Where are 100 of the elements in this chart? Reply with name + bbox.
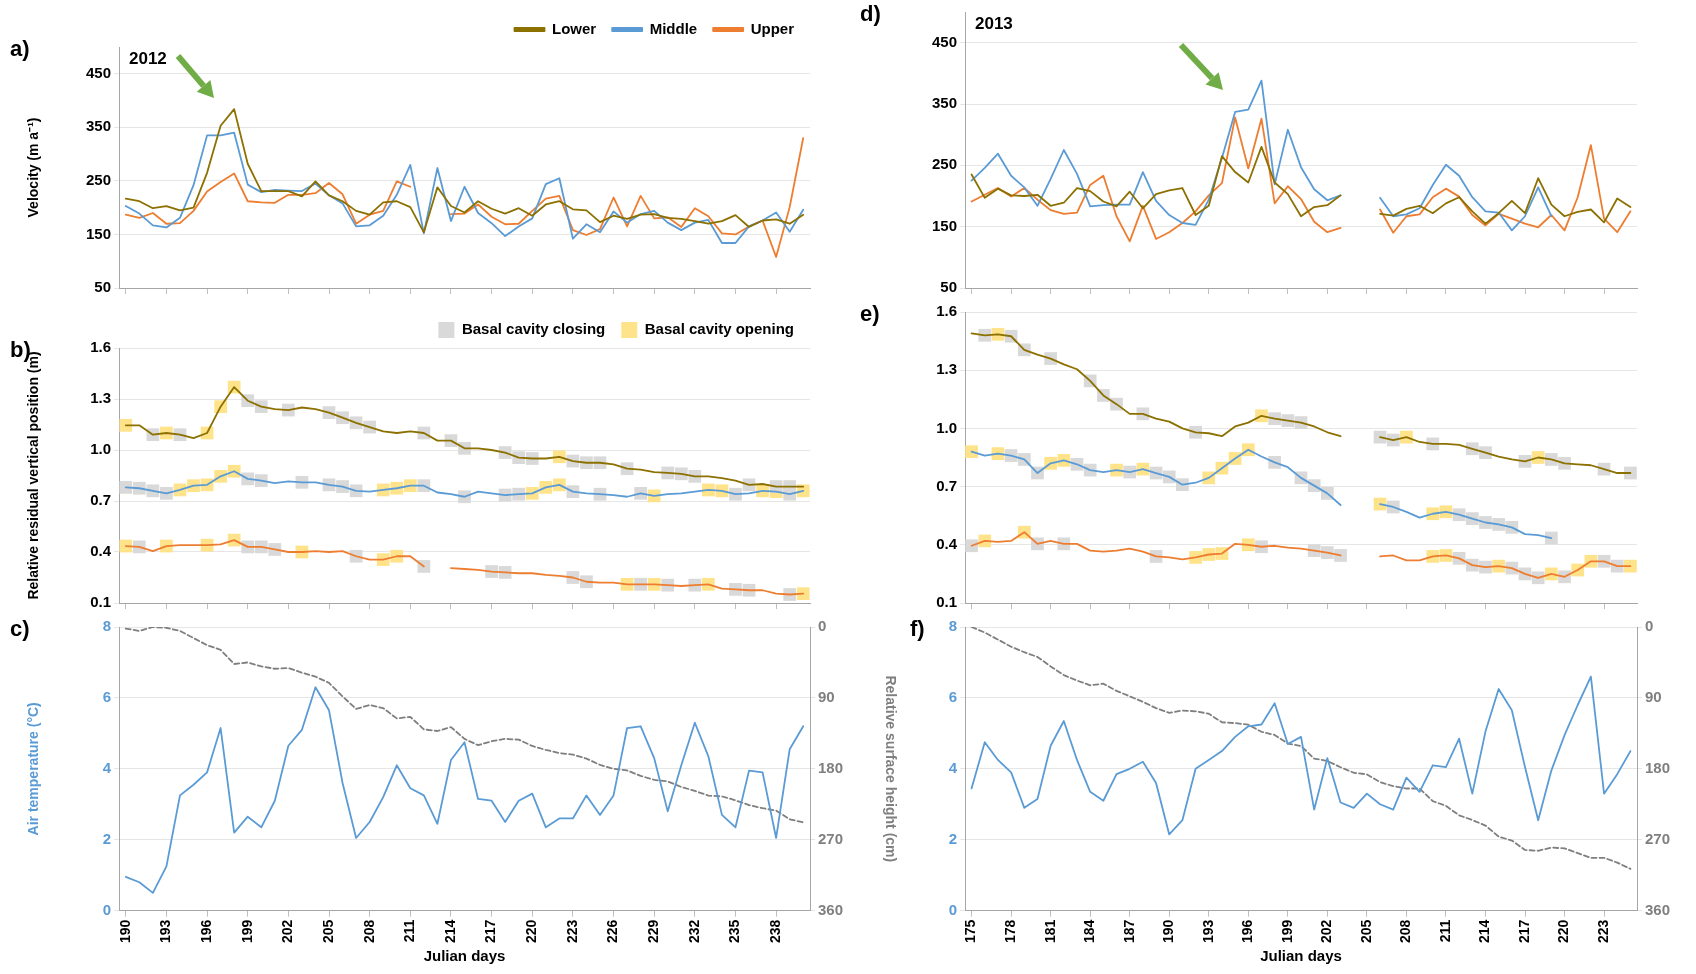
y-tick-label: 1.3 <box>936 360 957 378</box>
x-tick-label: 196 <box>197 919 214 943</box>
x-tick-label: 187 <box>1120 919 1137 943</box>
legend-label: Basal cavity opening <box>644 320 794 338</box>
point <box>119 481 133 494</box>
x-tick-label: 184 <box>1081 919 1098 943</box>
x-tick-label: 226 <box>604 919 621 943</box>
x-tick-label: 190 <box>116 919 133 943</box>
y-tick-label: 0.4 <box>90 542 112 560</box>
y2-tick-label: 270 <box>818 829 844 847</box>
y-tick-label: 50 <box>94 278 111 296</box>
y-tick-label: 1.0 <box>936 418 957 436</box>
y-tick-label: 0 <box>102 900 111 918</box>
line-series <box>124 627 805 824</box>
x-tick-label: 220 <box>1555 919 1572 943</box>
y2-tick-label: 0 <box>818 617 827 635</box>
chart-title: 2012 <box>129 49 167 69</box>
y-tick-label: 0.1 <box>936 593 957 611</box>
line-series <box>970 627 1632 870</box>
y2-tick-label: 180 <box>818 758 844 776</box>
x-axis-title: Julian days <box>1260 947 1342 965</box>
point <box>965 445 978 459</box>
y-tick-label: 450 <box>85 63 111 81</box>
x-tick-label: 199 <box>1278 919 1295 943</box>
legend-label: Basal cavity closing <box>461 320 606 338</box>
y-tick-label: 350 <box>85 117 111 135</box>
y-tick-label: 0.4 <box>936 534 958 552</box>
x-tick-label: 199 <box>238 919 255 943</box>
point <box>965 539 978 553</box>
x-tick-label: 238 <box>766 919 783 943</box>
y-tick-label: 150 <box>931 216 957 234</box>
x-tick-label: 229 <box>645 919 662 943</box>
x-tick-label: 217 <box>1515 919 1532 943</box>
x-tick-label: 223 <box>563 919 580 943</box>
x-tick-label: 193 <box>1199 919 1216 943</box>
x-tick-label: 214 <box>441 919 458 943</box>
legend-label: Middle <box>649 19 698 37</box>
legend-label: Lower <box>551 19 597 37</box>
point <box>1334 549 1347 562</box>
y2-tick-label: 90 <box>1645 688 1662 706</box>
y-tick-label: 1.0 <box>90 440 111 458</box>
y-tick-label: 1.3 <box>90 389 111 407</box>
y-tick-label: 50 <box>940 278 957 296</box>
y2-tick-label: 180 <box>1645 758 1671 776</box>
x-tick-label: 208 <box>1397 919 1414 943</box>
chart-title: 2013 <box>975 14 1013 34</box>
point <box>119 418 133 432</box>
x-tick-label: 211 <box>401 919 418 943</box>
y-tick-label: 0 <box>948 900 957 918</box>
y-tick-label: 450 <box>931 32 957 50</box>
x-tick-label: 220 <box>523 919 540 943</box>
x-tick-label: 223 <box>1594 919 1611 943</box>
x-tick-label: 196 <box>1239 919 1256 943</box>
legend-label: Upper <box>750 19 795 37</box>
y-tick-label: 6 <box>102 688 111 706</box>
x-tick-label: 232 <box>685 919 702 943</box>
y-tick-label: 350 <box>931 94 957 112</box>
y-tick-label: 0.7 <box>90 491 111 509</box>
y-tick-label: 8 <box>948 617 957 635</box>
x-tick-label: 235 <box>726 919 743 943</box>
x-tick-label: 214 <box>1476 919 1493 943</box>
x-tick-label: 202 <box>279 919 296 943</box>
y2-tick-label: 90 <box>818 688 835 706</box>
point <box>1624 559 1637 573</box>
point <box>796 587 810 601</box>
y-tick-label: 1.6 <box>90 338 111 356</box>
y2-tick-label: 0 <box>1645 617 1654 635</box>
y2-tick-label: 360 <box>818 900 844 918</box>
y-tick-label: 6 <box>948 688 957 706</box>
y2-tick-label: 270 <box>1645 829 1671 847</box>
x-tick-label: 190 <box>1160 919 1177 943</box>
y-tick-label: 0.1 <box>90 593 111 611</box>
y-tick-label: 2 <box>948 829 957 847</box>
x-tick-label: 208 <box>360 919 377 943</box>
y-tick-label: 2 <box>102 829 111 847</box>
x-tick-label: 202 <box>1318 919 1335 943</box>
y-tick-label: 250 <box>85 171 111 189</box>
text: e) <box>860 301 880 327</box>
y2-tick-label: 360 <box>1645 900 1671 918</box>
y-tick-label: 250 <box>931 155 957 173</box>
x-tick-label: 175 <box>962 919 979 943</box>
text: f) <box>910 616 925 642</box>
x-tick-label: 178 <box>1001 919 1018 943</box>
y2-axis-title: Relative surface height (cm) <box>882 675 899 863</box>
x-tick-label: 211 <box>1436 919 1453 943</box>
y-tick-label: 0.7 <box>936 476 957 494</box>
y-tick-label: 150 <box>85 224 111 242</box>
text: a) <box>10 36 30 62</box>
x-tick-label: 181 <box>1041 919 1058 943</box>
x-axis-title: Julian days <box>423 947 506 965</box>
y-axis-title: Air temperature (°C) <box>25 702 42 836</box>
x-tick-label: 217 <box>482 919 499 943</box>
text: c) <box>10 616 30 642</box>
y-tick-label: 1.6 <box>936 302 957 320</box>
x-tick-label: 205 <box>319 919 336 943</box>
y-axis-title: Velocity (m a⁻¹) <box>25 117 42 218</box>
x-tick-label: 193 <box>157 919 174 943</box>
text: d) <box>860 1 881 27</box>
y-tick-label: 8 <box>102 617 111 635</box>
y-tick-label: 4 <box>948 758 958 776</box>
